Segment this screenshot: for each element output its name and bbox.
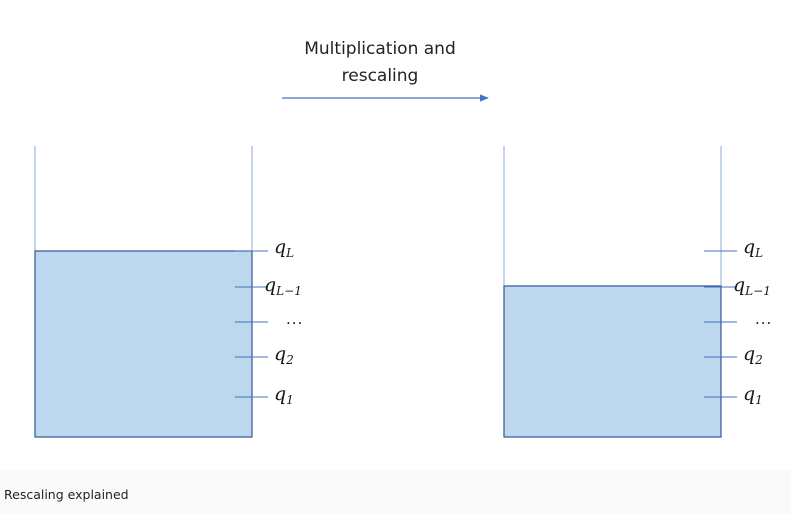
label-q1: q1 [274,383,294,407]
filled-block [34,250,253,438]
label-qL-1: qL−1 [733,274,771,298]
label-q2: q2 [274,343,294,367]
title-line-2: rescaling [341,66,419,86]
right-panel [503,146,737,438]
figure-caption: Rescaling explained [4,487,129,502]
label-q1: q1 [743,383,763,407]
figure: Multiplication and rescaling qL qL−1 ...… [34,36,773,438]
label-qL: qL [274,236,295,260]
title-line-1: Multiplication and [304,39,456,59]
diagram-canvas [34,94,737,438]
left-panel [34,146,268,438]
label-ellipsis: ... [755,310,773,328]
caption-bar: Rescaling explained [0,470,791,514]
label-qL-1: qL−1 [264,274,302,298]
diagram-title: Multiplication and rescaling [270,36,490,90]
label-ellipsis: ... [286,310,304,328]
filled-block [503,285,722,438]
label-qL: qL [743,236,764,260]
label-q2: q2 [743,343,763,367]
